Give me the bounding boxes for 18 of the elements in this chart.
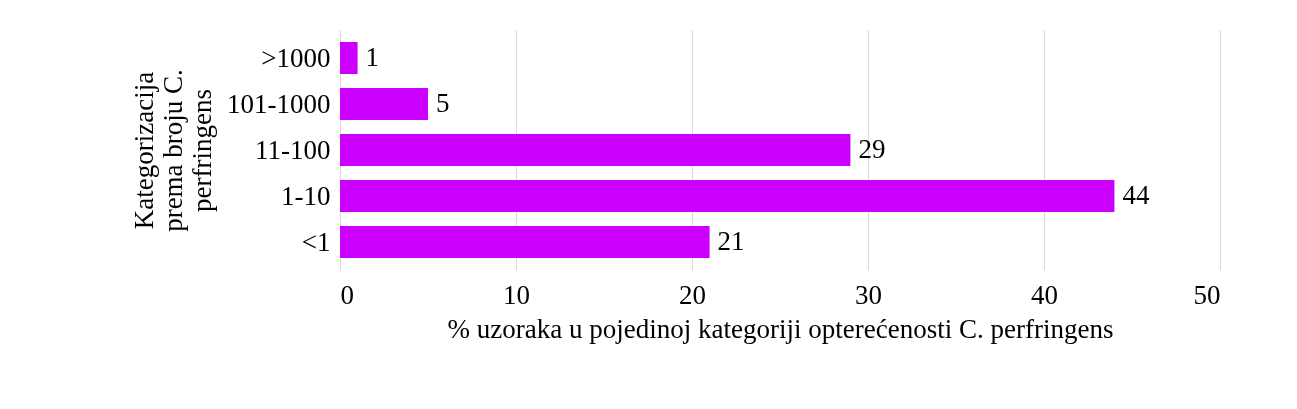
x-tick-label: 10 <box>503 279 530 310</box>
y-tick-label: <1 <box>301 226 331 257</box>
y-tick-label: >1000 <box>261 42 331 73</box>
y-tick-label: 1-10 <box>281 180 331 211</box>
y-tick-label: 11-100 <box>255 134 331 165</box>
y-axis-title: Kategorizacija prema broju C. perfringens <box>129 69 218 232</box>
data-label: 21 <box>717 226 745 256</box>
x-tick-label: 20 <box>679 279 706 310</box>
data-label: 1 <box>365 42 380 72</box>
x-axis-title: % uzoraka u pojedinoj kategoriji opterećenosti C. perfringens <box>447 313 1114 344</box>
x-tick-label: 30 <box>855 279 882 310</box>
y-tick-label: 101-1000 <box>227 88 331 119</box>
data-label: 29 <box>858 134 886 164</box>
x-tick-label: 0 <box>340 279 354 310</box>
data-label: 44 <box>1122 180 1150 210</box>
data-label: 5 <box>436 88 450 118</box>
x-tick-label: 40 <box>1031 279 1058 310</box>
x-tick-label: 50 <box>1193 279 1221 310</box>
